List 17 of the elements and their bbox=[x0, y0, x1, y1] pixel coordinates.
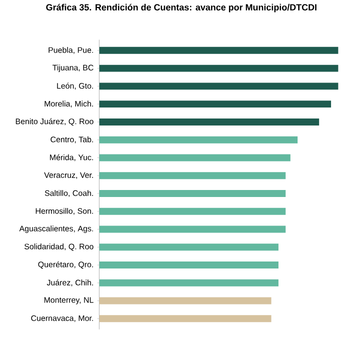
bar bbox=[99, 226, 286, 233]
bar bbox=[99, 190, 286, 197]
bar bbox=[99, 244, 278, 251]
bar bbox=[99, 208, 286, 215]
bar bbox=[99, 172, 286, 180]
bar bbox=[99, 279, 278, 286]
bar bbox=[99, 262, 278, 268]
chart-title: Gráfica 35. Rendición de Cuentas: avance por Municipio/DTCDI bbox=[46, 4, 316, 12]
bar bbox=[99, 64, 338, 72]
bar bbox=[99, 154, 290, 162]
bar bbox=[99, 100, 332, 108]
bar bbox=[99, 46, 338, 54]
bar bbox=[99, 315, 272, 322]
bar bbox=[99, 82, 338, 90]
bar bbox=[99, 118, 320, 126]
bar bbox=[99, 297, 272, 304]
bar bbox=[99, 136, 298, 144]
